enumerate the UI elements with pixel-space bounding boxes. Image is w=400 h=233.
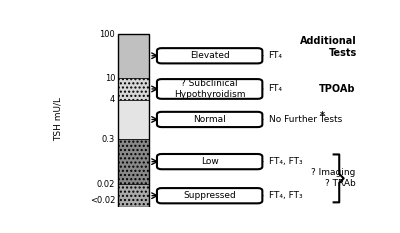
Bar (118, 34, 149, 78)
FancyBboxPatch shape (157, 79, 262, 99)
Text: FT₄, FT₃: FT₄, FT₃ (268, 191, 302, 200)
FancyBboxPatch shape (157, 154, 262, 169)
FancyBboxPatch shape (157, 112, 262, 127)
Text: FT₄, FT₃: FT₄, FT₃ (268, 157, 302, 166)
Text: FT₄: FT₄ (268, 84, 282, 93)
Text: Low: Low (201, 157, 218, 166)
Text: Elevated: Elevated (190, 51, 230, 60)
Text: 100: 100 (99, 30, 115, 39)
Text: ? TRAb: ? TRAb (325, 179, 355, 188)
Text: TSH mU/L: TSH mU/L (53, 97, 62, 141)
Text: Suppressed: Suppressed (183, 191, 236, 200)
Text: ? Imaging: ? Imaging (311, 168, 355, 177)
Text: <0.02: <0.02 (90, 196, 115, 205)
Text: 0.3: 0.3 (102, 135, 115, 144)
Text: *: * (320, 111, 325, 121)
Bar (118, 34, 149, 207)
FancyBboxPatch shape (157, 48, 262, 63)
Text: Normal: Normal (193, 115, 226, 124)
Text: 4: 4 (110, 95, 115, 104)
Text: FT₄: FT₄ (268, 51, 282, 60)
Bar (118, 78, 149, 100)
Text: TPOAb: TPOAb (319, 84, 355, 94)
Text: ? Subclinical
Hypothyroidism: ? Subclinical Hypothyroidism (174, 79, 246, 99)
Bar (118, 184, 149, 207)
Text: 10: 10 (105, 74, 115, 83)
Bar (118, 100, 149, 139)
Text: 0.02: 0.02 (97, 180, 115, 188)
Text: No Further Tests: No Further Tests (268, 115, 342, 124)
FancyBboxPatch shape (157, 188, 262, 203)
Text: Additional
Tests: Additional Tests (300, 36, 357, 58)
Bar (118, 139, 149, 184)
